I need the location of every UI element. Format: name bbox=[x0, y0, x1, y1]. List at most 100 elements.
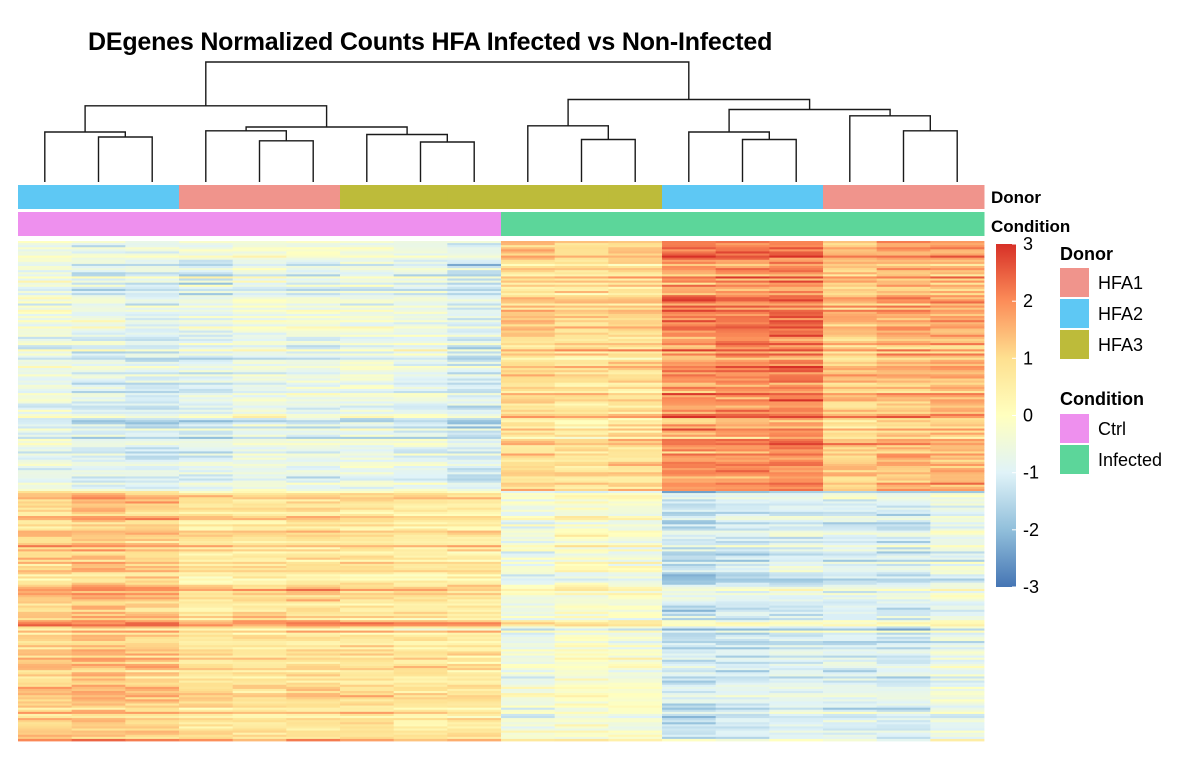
heatmap-cell bbox=[125, 547, 180, 550]
heatmap-cell bbox=[823, 253, 878, 256]
heatmap-cell bbox=[18, 697, 73, 700]
heatmap-cell bbox=[823, 416, 878, 419]
heatmap-cell bbox=[286, 445, 341, 448]
heatmap-cell bbox=[608, 320, 663, 323]
heatmap-cell bbox=[71, 286, 126, 290]
heatmap-cell bbox=[179, 474, 234, 477]
heatmap-cell bbox=[286, 403, 341, 406]
heatmap-cell bbox=[447, 599, 502, 602]
heatmap-cell bbox=[71, 274, 126, 277]
heatmap-cell bbox=[447, 386, 502, 390]
heatmap-cell bbox=[286, 601, 341, 604]
heatmap-cell bbox=[18, 353, 73, 356]
heatmap-cell bbox=[447, 697, 502, 700]
heatmap-cell bbox=[125, 320, 180, 323]
heatmap-cell bbox=[340, 495, 395, 498]
heatmap-cell bbox=[286, 518, 341, 521]
heatmap-cell bbox=[608, 607, 663, 611]
heatmap-cell bbox=[18, 638, 73, 642]
heatmap-cell bbox=[501, 632, 556, 636]
heatmap-cell bbox=[18, 722, 73, 725]
heatmap-cell bbox=[71, 280, 126, 284]
heatmap-cell bbox=[71, 395, 126, 398]
heatmap-cell bbox=[715, 257, 770, 261]
heatmap-cell bbox=[179, 511, 234, 515]
heatmap-cell bbox=[18, 716, 73, 719]
heatmap-cell bbox=[232, 538, 287, 542]
heatmap-cell bbox=[554, 588, 609, 592]
heatmap-cell bbox=[18, 703, 73, 706]
heatmap-cell bbox=[179, 380, 234, 384]
heatmap-cell bbox=[286, 413, 341, 417]
heatmap-cell bbox=[232, 586, 287, 590]
heatmap-cell bbox=[608, 272, 663, 275]
heatmap-cell bbox=[18, 653, 73, 656]
heatmap-cell bbox=[232, 561, 287, 565]
heatmap-cell bbox=[232, 459, 287, 463]
heatmap-cell bbox=[286, 688, 341, 692]
heatmap-cell bbox=[393, 316, 448, 319]
heatmap-cell bbox=[501, 595, 556, 598]
heatmap-cell bbox=[769, 661, 824, 665]
heatmap-cell bbox=[662, 293, 717, 296]
heatmap-cell bbox=[930, 393, 985, 396]
heatmap-cell bbox=[232, 541, 287, 544]
heatmap-cell bbox=[501, 576, 556, 579]
heatmap-cell bbox=[662, 361, 717, 365]
heatmap-cell bbox=[232, 584, 287, 588]
heatmap-cell bbox=[18, 430, 73, 434]
heatmap-cell bbox=[930, 391, 985, 394]
heatmap-cell bbox=[662, 343, 717, 346]
heatmap-cell bbox=[393, 672, 448, 675]
heatmap-cell bbox=[340, 526, 395, 529]
heatmap-cell bbox=[823, 284, 878, 288]
heatmap-cell bbox=[823, 520, 878, 523]
heatmap-cell bbox=[662, 422, 717, 425]
heatmap-cell bbox=[769, 624, 824, 627]
heatmap-cell bbox=[769, 576, 824, 579]
heatmap-cell bbox=[662, 674, 717, 677]
heatmap-cell bbox=[286, 711, 341, 715]
heatmap-cell bbox=[340, 241, 395, 244]
heatmap-cell bbox=[715, 563, 770, 567]
heatmap-cell bbox=[554, 311, 609, 315]
heatmap-cell bbox=[447, 653, 502, 656]
heatmap-cell bbox=[876, 363, 931, 367]
heatmap-cell bbox=[232, 309, 287, 313]
heatmap-cell bbox=[554, 676, 609, 679]
heatmap-cell bbox=[71, 580, 126, 584]
heatmap-cell bbox=[18, 591, 73, 594]
heatmap-cell bbox=[125, 688, 180, 692]
heatmap-cell bbox=[715, 288, 770, 292]
heatmap-cell bbox=[179, 686, 234, 690]
heatmap-cell bbox=[823, 388, 878, 392]
heatmap-cell bbox=[340, 620, 395, 623]
heatmap-cell bbox=[876, 503, 931, 506]
heatmap-cell bbox=[340, 676, 395, 679]
heatmap-cell bbox=[447, 643, 502, 646]
heatmap-cell bbox=[608, 636, 663, 640]
heatmap-cell bbox=[286, 534, 341, 538]
heatmap-cell bbox=[876, 359, 931, 363]
heatmap-cell bbox=[232, 391, 287, 394]
heatmap-cell bbox=[662, 607, 717, 611]
heatmap-cell bbox=[769, 726, 824, 729]
heatmap-cell bbox=[501, 626, 556, 629]
heatmap-cell bbox=[554, 657, 609, 661]
heatmap-cell bbox=[232, 559, 287, 563]
heatmap-cell bbox=[447, 609, 502, 613]
heatmap-cell bbox=[554, 247, 609, 250]
heatmap-cell bbox=[18, 393, 73, 396]
heatmap-cell bbox=[125, 466, 180, 469]
heatmap-cell bbox=[393, 636, 448, 640]
heatmap-cell bbox=[608, 586, 663, 590]
heatmap-cell bbox=[179, 530, 234, 534]
heatmap-cell bbox=[393, 701, 448, 704]
heatmap-cell bbox=[554, 461, 609, 465]
heatmap-cell bbox=[232, 655, 287, 659]
heatmap-cell bbox=[608, 516, 663, 519]
heatmap-cell bbox=[501, 270, 556, 273]
heatmap-cell bbox=[876, 441, 931, 444]
heatmap-cell bbox=[501, 545, 556, 548]
heatmap-cell bbox=[554, 484, 609, 488]
